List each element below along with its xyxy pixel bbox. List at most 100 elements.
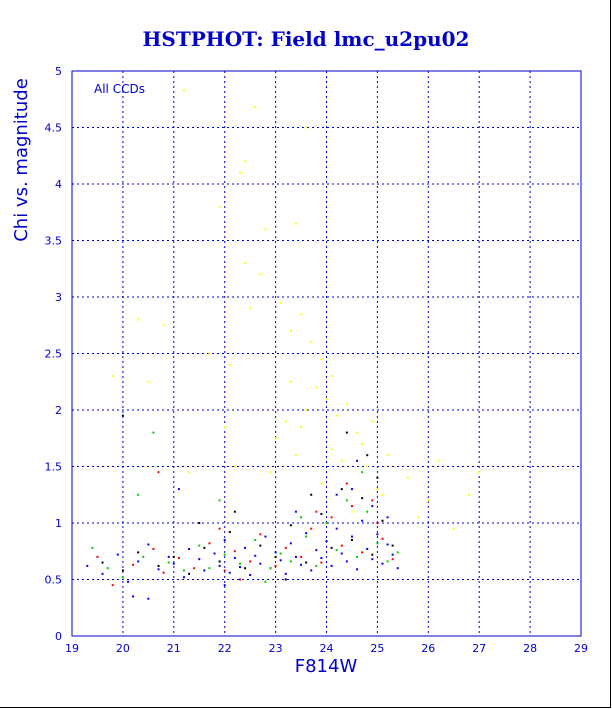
data-point (305, 126, 308, 129)
data-point (417, 516, 420, 519)
data-point (300, 563, 303, 566)
data-point (233, 550, 236, 553)
data-point (223, 425, 226, 428)
data-point (244, 546, 247, 549)
data-point (335, 414, 338, 417)
data-point (340, 552, 343, 555)
data-point (218, 560, 221, 563)
data-point (244, 262, 247, 265)
data-point (310, 569, 313, 572)
data-point (310, 527, 313, 530)
data-point (294, 454, 297, 457)
data-point (198, 544, 201, 547)
x-tick-label: 25 (370, 642, 384, 655)
data-point (167, 555, 170, 558)
data-point (335, 493, 338, 496)
data-point (274, 551, 277, 554)
data-point (126, 580, 129, 583)
data-point (330, 516, 333, 519)
data-point (391, 558, 394, 561)
data-point (300, 516, 303, 519)
data-point (147, 380, 150, 383)
data-point (274, 564, 277, 567)
data-point (315, 549, 318, 552)
data-point (315, 386, 318, 389)
x-tick-label: 26 (421, 642, 435, 655)
data-point (300, 555, 303, 558)
data-point (233, 510, 236, 513)
data-point (188, 471, 191, 474)
data-point (371, 420, 374, 423)
data-point (228, 571, 231, 574)
data-point (289, 380, 292, 383)
data-point (132, 563, 135, 566)
data-point (233, 465, 236, 468)
x-tick-label: 27 (472, 642, 486, 655)
data-point (381, 537, 384, 540)
x-tick-label: 21 (167, 642, 181, 655)
data-point (361, 497, 364, 500)
data-point (121, 569, 124, 572)
data-point (335, 549, 338, 552)
data-point (386, 454, 389, 457)
data-point (289, 524, 292, 527)
data-point (137, 318, 140, 321)
data-point (188, 547, 191, 550)
data-point (366, 465, 369, 468)
data-point (345, 482, 348, 485)
x-tick-labels: 19 20 21 22 23 24 25 26 27 28 29 (65, 642, 588, 655)
data-point (289, 542, 292, 545)
x-tick-label: 19 (65, 642, 79, 655)
data-point (340, 459, 343, 462)
data-point (182, 576, 185, 579)
data-point (177, 557, 180, 560)
data-point (330, 375, 333, 378)
data-point (116, 553, 119, 556)
data-point (233, 557, 236, 560)
data-point (254, 554, 257, 557)
data-point (238, 578, 241, 581)
data-point (238, 562, 241, 565)
data-point (208, 567, 211, 570)
data-point (198, 558, 201, 561)
data-point (356, 431, 359, 434)
data-point (310, 341, 313, 344)
data-point (376, 542, 379, 545)
data-point (305, 535, 308, 538)
data-point (249, 560, 252, 563)
data-point (111, 584, 114, 587)
data-point (391, 553, 394, 556)
data-point (269, 471, 272, 474)
data-point (162, 324, 165, 327)
data-point (218, 205, 221, 208)
data-point (91, 546, 94, 549)
grid-lines (72, 71, 581, 636)
data-point (203, 546, 206, 549)
data-point (279, 552, 282, 555)
data-point (371, 558, 374, 561)
data-point (320, 512, 323, 515)
data-point (345, 431, 348, 434)
data-point (167, 561, 170, 564)
data-point (172, 555, 175, 558)
data-point (345, 403, 348, 406)
y-tick-label: 0.5 (45, 574, 63, 587)
data-point (366, 547, 369, 550)
data-point (386, 560, 389, 563)
data-point (121, 414, 124, 417)
data-point (294, 510, 297, 513)
data-point (218, 564, 221, 567)
data-point (223, 538, 226, 541)
data-point (188, 572, 191, 575)
data-points (86, 89, 481, 600)
data-point (325, 522, 328, 524)
data-point (391, 544, 394, 547)
data-point (371, 553, 374, 556)
data-point (182, 569, 185, 572)
data-point (350, 505, 353, 508)
data-point (437, 459, 440, 462)
y-tick-label: 3.5 (45, 235, 63, 248)
data-point (223, 569, 226, 572)
